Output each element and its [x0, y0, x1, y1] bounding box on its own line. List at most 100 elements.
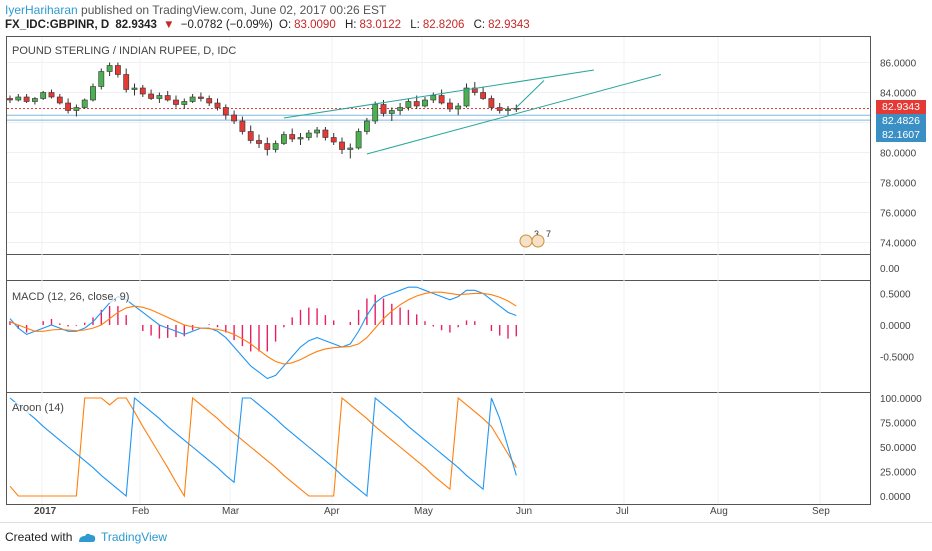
candle-body — [330, 137, 337, 143]
aroon-axis-label: 25.0000 — [880, 468, 917, 479]
axis-labels: 86.000084.000082.000080.000078.000076.00… — [34, 59, 922, 518]
candle-body — [305, 132, 312, 138]
price-axis-label: 74.0000 — [880, 239, 917, 250]
time-axis-label: Apr — [324, 506, 340, 516]
candle-body — [513, 107, 520, 110]
publish-text: published on TradingView.com, June 02, 2… — [77, 3, 387, 17]
candle-body — [264, 143, 271, 150]
price-pane[interactable] — [6, 36, 871, 255]
price-axis-label: 84.0000 — [880, 89, 917, 100]
time-axis-label: Sep — [812, 506, 830, 516]
macd-axis-label: 0.5000 — [880, 289, 911, 300]
candle-body — [388, 110, 395, 114]
time-axis-label: Feb — [132, 506, 150, 516]
tradingview-link[interactable]: TradingView — [101, 530, 168, 544]
uk-flag-icon — [531, 234, 545, 248]
last-price-tag: 82.9343 — [876, 100, 926, 114]
candle-body — [488, 98, 495, 108]
time-axis-label: Jun — [516, 506, 532, 516]
time-axis-label: Jul — [616, 506, 629, 516]
footer: Created with TradingView — [0, 522, 932, 551]
open-label: O: — [279, 19, 292, 31]
candle-body — [98, 71, 105, 87]
candle-body — [480, 92, 486, 99]
volume-pane[interactable] — [6, 254, 871, 281]
candle-body — [463, 87, 470, 107]
candle-body — [322, 129, 329, 138]
candle-body — [239, 120, 246, 132]
candle-body — [131, 87, 138, 90]
aroon-down-line — [9, 396, 517, 498]
time-axis-label: May — [414, 506, 433, 516]
close-value: 82.9343 — [488, 19, 530, 31]
candle-body — [413, 101, 420, 107]
candle-body — [81, 99, 88, 108]
aroon-pane-title: Aroon (14) — [12, 402, 64, 414]
candle-body — [65, 102, 71, 111]
price-axis-label: 78.0000 — [880, 179, 917, 190]
candle-body — [7, 98, 13, 101]
tradingview-logo-icon[interactable] — [77, 531, 97, 549]
candle-body — [289, 134, 296, 140]
candle-body — [505, 108, 511, 111]
candle-body — [355, 131, 362, 149]
open-value: 83.0090 — [294, 19, 336, 31]
candle-body — [214, 102, 221, 108]
trendline-lower — [366, 74, 662, 155]
aroon-pane[interactable] — [6, 392, 871, 505]
macd-signal-line — [9, 291, 517, 365]
time-axis-label: Aug — [710, 506, 728, 516]
macd-series — [9, 286, 517, 380]
candle-body — [347, 147, 354, 150]
created-with-text: Created with — [5, 530, 73, 544]
price-change: −0.0782 (−0.09%) — [180, 19, 273, 31]
candle-body — [173, 99, 179, 105]
chart-canvas[interactable]: 37 86.000084.000082.000080.000078.000076… — [6, 36, 932, 518]
candle-body — [380, 104, 387, 114]
price-pane-title: POUND STERLING / INDIAN RUPEE, D, IDC — [12, 45, 237, 57]
trendline-upper — [283, 69, 595, 119]
low-value: 82.8206 — [422, 19, 465, 31]
candle-body — [297, 137, 304, 140]
price-axis-label: 76.0000 — [880, 209, 917, 220]
uk-flag-icon — [519, 234, 533, 248]
macd-axis-label: 0.0000 — [880, 321, 911, 332]
candle-body — [23, 96, 30, 102]
macd-pane[interactable] — [6, 280, 871, 393]
candle-body — [256, 140, 262, 144]
aroon-axis-label: 100.0000 — [880, 394, 922, 405]
candle-body — [280, 134, 287, 144]
candle-body — [231, 114, 237, 122]
candle-body — [40, 92, 47, 99]
candle-body — [31, 98, 38, 102]
candle-body — [48, 92, 55, 98]
event-badge-count: 3 — [534, 229, 539, 239]
candle-body — [15, 96, 22, 101]
candle-body — [405, 101, 412, 108]
aroon-axis-label: 0.0000 — [880, 492, 911, 503]
candle-body — [222, 107, 229, 116]
volume-axis-label: 0.00 — [880, 264, 900, 275]
aroon-axis-label: 75.0000 — [880, 419, 917, 430]
candle-body — [90, 86, 96, 101]
price-axis-label: 86.0000 — [880, 59, 917, 70]
level-tag-1: 82.4826 — [876, 114, 926, 128]
aroon-axis-label: 50.0000 — [880, 443, 917, 454]
candle-body — [139, 87, 146, 95]
macd-pane-title: MACD (12, 26, close, 9) — [12, 291, 130, 303]
candle-body — [56, 96, 63, 104]
candle-body — [496, 107, 503, 111]
chart-area[interactable]: 37 86.000084.000082.000080.000078.000076… — [6, 36, 932, 518]
high-value: 83.0122 — [359, 19, 402, 31]
author-link[interactable]: IyerHariharan — [5, 3, 78, 17]
candle-body — [189, 96, 196, 102]
candle-body — [272, 143, 279, 150]
aroon-series — [9, 396, 517, 498]
level-tag-2: 82.1607 — [876, 128, 926, 142]
trendline-projection — [515, 80, 545, 108]
candle-body — [181, 101, 188, 105]
grid-lines — [7, 37, 870, 504]
publish-byline: IyerHariharan published on TradingView.c… — [5, 3, 386, 17]
down-arrow-icon: ▼ — [163, 19, 175, 31]
